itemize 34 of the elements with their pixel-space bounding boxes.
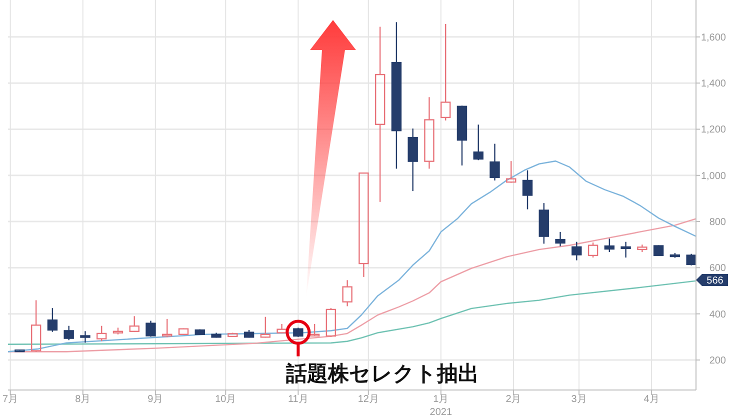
y-tick-label: 1,200 [700, 124, 726, 136]
line-series [7, 218, 697, 352]
x-tick-label: 4月 [644, 394, 660, 405]
x-tick-label: 11月 [288, 394, 308, 405]
x-tick-label: 3月 [571, 394, 587, 405]
x-tick-label: 8月 [75, 394, 91, 405]
candlestick [490, 143, 500, 182]
x-tick-label: 9月 [148, 394, 164, 405]
y-tick-label: 200 [709, 356, 726, 366]
y-tick-label: 800 [709, 217, 726, 228]
candlestick [522, 170, 533, 210]
candlestick [391, 22, 402, 170]
line-series [7, 160, 697, 352]
text: 566 [706, 276, 724, 286]
candlestick [374, 26, 386, 203]
x-tick-label: 10月 [215, 394, 236, 405]
candlestick [620, 241, 631, 258]
y-tick-label: 400 [709, 309, 726, 320]
x-tick-label: 12月 [358, 394, 379, 405]
annotation: 話題株セレクト抽出 [285, 361, 480, 386]
candlestick [80, 330, 90, 344]
candlestick [572, 241, 582, 261]
y-tick-label: 1,600 [700, 32, 726, 44]
candlestick [408, 128, 418, 192]
y-tick-label: 1,400 [700, 78, 726, 90]
candlestick [555, 231, 566, 247]
x-tick-label: 7月 [2, 394, 18, 405]
y-tick-label: 600 [709, 263, 726, 274]
x-tick-label: 1月 2021 [430, 394, 452, 418]
candlestick [637, 244, 648, 253]
x-tick-label: 2月 [506, 394, 522, 405]
candlestick [424, 96, 434, 170]
candlestick [342, 280, 352, 307]
y-tick-label: 1,000 [700, 170, 726, 182]
